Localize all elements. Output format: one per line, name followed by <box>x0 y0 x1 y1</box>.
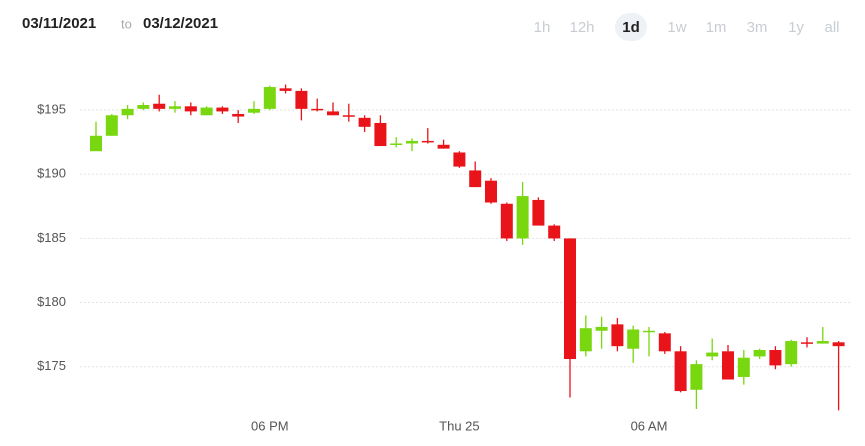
range-button[interactable]: 3m <box>747 19 768 36</box>
candle-body <box>643 330 655 333</box>
range-button[interactable]: 1y <box>788 19 804 36</box>
candle-body <box>342 115 355 117</box>
candle-body <box>406 140 418 144</box>
candle-body <box>453 152 466 167</box>
y-tick-label: $185 <box>37 230 66 245</box>
y-tick-label: $195 <box>37 102 66 117</box>
candle-body <box>485 180 497 203</box>
y-tick-label: $175 <box>37 358 66 373</box>
candle-body <box>801 342 813 344</box>
candle-body <box>279 88 292 91</box>
candle-body <box>137 105 150 109</box>
range-button[interactable]: all <box>824 19 839 36</box>
candle-body <box>374 122 387 147</box>
candle-body <box>263 87 276 109</box>
candle-body <box>200 107 213 116</box>
candle-body <box>327 111 339 116</box>
candle-body <box>579 328 592 352</box>
candle-body <box>469 170 482 188</box>
candle-body <box>153 103 166 109</box>
candle-body <box>769 350 782 366</box>
candle-body <box>500 203 513 239</box>
candle-body <box>232 113 245 117</box>
candle-body <box>437 144 450 149</box>
candle-body <box>532 199 545 226</box>
range-button[interactable]: 1w <box>667 19 686 36</box>
candle-body <box>548 225 561 239</box>
candle-body <box>690 364 703 390</box>
candle-body <box>706 352 719 357</box>
y-tick-label: $190 <box>37 166 66 181</box>
candle-body <box>184 106 197 112</box>
candle-body <box>358 117 371 127</box>
candle-body <box>785 341 798 365</box>
range-button[interactable]: 1d <box>622 19 640 36</box>
x-tick-label: 06 PM <box>251 418 289 433</box>
range-selected-bg <box>615 13 647 41</box>
candle-body <box>816 341 829 344</box>
candle-body <box>611 324 624 347</box>
range-button[interactable]: 1m <box>706 19 727 36</box>
candle-body <box>216 107 229 112</box>
candle-body <box>311 108 324 111</box>
candle-body <box>674 351 687 392</box>
date-separator: to <box>121 16 132 31</box>
date-from: 03/11/2021 <box>22 15 96 32</box>
candle-body <box>295 90 308 109</box>
candle-body <box>627 329 640 349</box>
candle-body <box>737 357 750 377</box>
candle-body <box>832 342 845 347</box>
candle-body <box>105 115 118 136</box>
candle-body <box>722 351 734 380</box>
candle-body <box>564 238 576 359</box>
candle-body <box>390 143 403 145</box>
candle-body <box>169 106 181 109</box>
date-to: 03/12/2021 <box>143 15 218 32</box>
range-button[interactable]: 12h <box>569 19 594 36</box>
candle-body <box>595 326 608 331</box>
x-tick-label: 06 AM <box>631 418 668 433</box>
candle-body <box>248 108 260 113</box>
candle-body <box>753 350 766 357</box>
x-tick-label: Thu 25 <box>439 418 479 433</box>
candle-body <box>90 135 102 152</box>
candle-body <box>421 140 434 143</box>
range-button[interactable]: 1h <box>534 19 551 36</box>
candle-body <box>658 333 671 352</box>
y-tick-label: $180 <box>37 294 66 309</box>
candle-body <box>121 108 134 116</box>
candle-body <box>516 196 529 239</box>
